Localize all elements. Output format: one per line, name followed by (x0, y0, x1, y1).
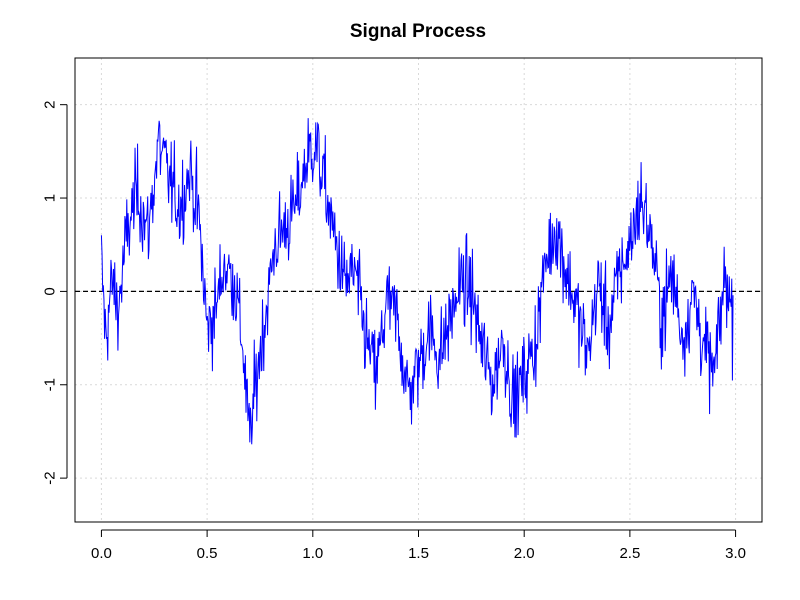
x-tick-label: 1.5 (408, 545, 429, 562)
x-tick-label: 0.5 (197, 545, 218, 562)
y-tick-label: 2 (41, 101, 58, 109)
series-line (100, 118, 734, 445)
y-tick-label: 1 (42, 194, 59, 202)
x-tick-label: 2.5 (619, 545, 640, 562)
y-axis: -2 -1 0 1 2 (41, 101, 68, 485)
grid (75, 58, 762, 522)
x-tick-label: 0.0 (91, 545, 112, 562)
y-tick-label: -1 (42, 378, 59, 391)
y-tick-label: 0 (42, 287, 59, 295)
chart-title: Signal Process (350, 21, 486, 42)
x-axis: 0.0 0.5 1.0 1.5 2.0 2.5 3.0 (91, 529, 746, 562)
x-tick-label: 3.0 (725, 545, 746, 562)
y-tick-label: -2 (42, 471, 59, 484)
x-tick-label: 1.0 (302, 545, 323, 562)
x-tick-label: 2.0 (514, 545, 535, 562)
plot-frame (74, 57, 763, 523)
